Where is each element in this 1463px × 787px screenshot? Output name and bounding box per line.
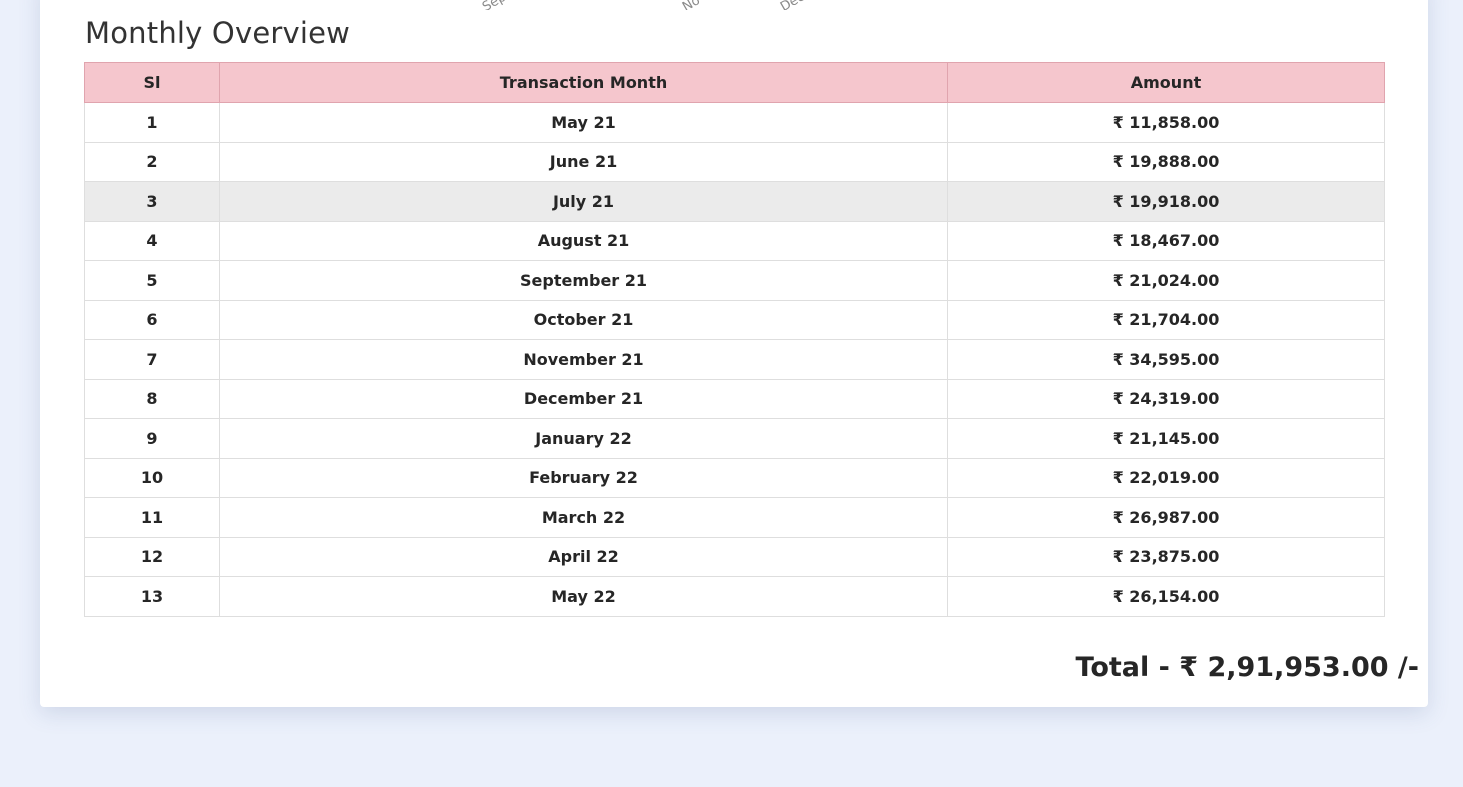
cell-month: August 21	[219, 220, 948, 261]
cell-sl: 5	[84, 260, 220, 301]
column-header-amount[interactable]: Amount	[947, 62, 1385, 103]
cell-sl: 8	[84, 378, 220, 419]
table-row[interactable]: 9 January 22 ₹ 21,145.00	[84, 418, 1385, 459]
cell-amount: ₹ 26,154.00	[947, 576, 1385, 617]
table-row[interactable]: 13 May 22 ₹ 26,154.00	[84, 576, 1385, 617]
table-row[interactable]: 5 September 21 ₹ 21,024.00	[84, 260, 1385, 301]
chart-axis-fragment: Sep No Dec	[40, 0, 1428, 10]
cell-sl: 9	[84, 418, 220, 459]
table-row[interactable]: 8 December 21 ₹ 24,319.00	[84, 378, 1385, 419]
column-header-sl[interactable]: Sl	[84, 62, 220, 103]
table-row[interactable]: 11 March 22 ₹ 26,987.00	[84, 497, 1385, 538]
cell-amount: ₹ 21,024.00	[947, 260, 1385, 301]
table-row[interactable]: 1 May 21 ₹ 11,858.00	[84, 102, 1385, 143]
cell-sl: 11	[84, 497, 220, 538]
cell-sl: 3	[84, 181, 220, 222]
cell-month: November 21	[219, 339, 948, 380]
cell-sl: 12	[84, 536, 220, 577]
axis-tick-label: No	[680, 0, 703, 10]
cell-month: June 21	[219, 141, 948, 182]
cell-amount: ₹ 19,888.00	[947, 141, 1385, 182]
column-header-month[interactable]: Transaction Month	[219, 62, 948, 103]
table-row[interactable]: 12 April 22 ₹ 23,875.00	[84, 536, 1385, 577]
table-row[interactable]: 6 October 21 ₹ 21,704.00	[84, 299, 1385, 340]
cell-month: March 22	[219, 497, 948, 538]
cell-amount: ₹ 23,875.00	[947, 536, 1385, 577]
cell-sl: 6	[84, 299, 220, 340]
table-row[interactable]: 2 June 21 ₹ 19,888.00	[84, 141, 1385, 182]
cell-month: January 22	[219, 418, 948, 459]
cell-month: October 21	[219, 299, 948, 340]
table-row[interactable]: 7 November 21 ₹ 34,595.00	[84, 339, 1385, 380]
cell-amount: ₹ 34,595.00	[947, 339, 1385, 380]
cell-sl: 4	[84, 220, 220, 261]
cell-month: May 21	[219, 102, 948, 143]
cell-amount: ₹ 24,319.00	[947, 378, 1385, 419]
total-amount: Total - ₹ 2,91,953.00 /-	[1075, 652, 1420, 683]
cell-amount: ₹ 26,987.00	[947, 497, 1385, 538]
cell-sl: 13	[84, 576, 220, 617]
table-row[interactable]: 10 February 22 ₹ 22,019.00	[84, 457, 1385, 498]
cell-amount: ₹ 11,858.00	[947, 102, 1385, 143]
cell-amount: ₹ 21,145.00	[947, 418, 1385, 459]
cell-month: February 22	[219, 457, 948, 498]
monthly-transactions-table: Sl Transaction Month Amount 1 May 21 ₹ 11,…	[84, 62, 1385, 617]
table-header-row: Sl Transaction Month Amount	[84, 62, 1385, 103]
cell-month: July 21	[219, 181, 948, 222]
cell-amount: ₹ 19,918.00	[947, 181, 1385, 222]
cell-sl: 1	[84, 102, 220, 143]
cell-amount: ₹ 22,019.00	[947, 457, 1385, 498]
page-title: Monthly Overview	[85, 16, 351, 50]
cell-month: December 21	[219, 378, 948, 419]
table-row[interactable]: 4 August 21 ₹ 18,467.00	[84, 220, 1385, 261]
cell-month: May 22	[219, 576, 948, 617]
cell-sl: 7	[84, 339, 220, 380]
cell-month: April 22	[219, 536, 948, 577]
cell-sl: 10	[84, 457, 220, 498]
cell-amount: ₹ 18,467.00	[947, 220, 1385, 261]
cell-amount: ₹ 21,704.00	[947, 299, 1385, 340]
axis-tick-label: Dec	[778, 0, 807, 10]
axis-tick-label: Sep	[480, 0, 509, 10]
table-row[interactable]: 3 July 21 ₹ 19,918.00	[84, 181, 1385, 222]
cell-sl: 2	[84, 141, 220, 182]
cell-month: September 21	[219, 260, 948, 301]
